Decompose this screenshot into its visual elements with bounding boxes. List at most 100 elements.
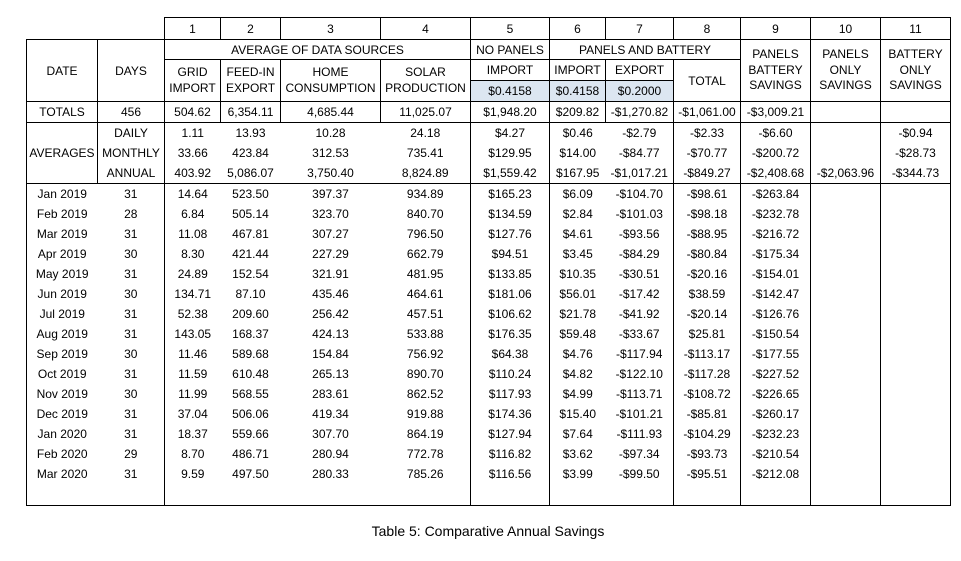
month-value: 890.70 bbox=[380, 364, 471, 384]
empty-cell bbox=[880, 464, 951, 484]
empty-cell bbox=[810, 143, 881, 163]
totals-value: $1,948.20 bbox=[470, 101, 550, 123]
empty-cell bbox=[810, 244, 881, 264]
month-value: -$263.84 bbox=[740, 183, 811, 204]
month-value: 11.99 bbox=[178, 387, 208, 401]
month-value: -$177.55 bbox=[740, 344, 811, 364]
month-row: Aug 2019 31 143.05 168.37 424.13 533.88 $176.3… bbox=[26, 324, 951, 344]
month-value: $181.06 bbox=[470, 284, 550, 304]
averages-value: -$1,017.21 bbox=[605, 163, 674, 184]
column-number: 4 bbox=[380, 17, 471, 40]
empty-cell bbox=[880, 344, 951, 364]
month-row: May 2019 31 24.89 152.54 321.91 481.95 $133.85… bbox=[26, 264, 951, 284]
subheader-row: GRID IMPORT FEED-IN EXPORT HOME CONSUMPT… bbox=[27, 59, 951, 102]
empty-cell bbox=[880, 324, 951, 344]
month-value: 52.38 bbox=[177, 307, 208, 321]
month-value: $116.56 bbox=[470, 464, 550, 484]
column-number: 6 bbox=[549, 17, 606, 40]
month-value: -$17.42 bbox=[605, 284, 674, 304]
month-value: $116.82 bbox=[470, 444, 550, 464]
averages-row: AVERAGES DAILY 1.11 13.93 10.28 24.18 $4.27 $0.… bbox=[26, 122, 951, 184]
month-value: 467.81 bbox=[232, 227, 269, 241]
empty-cell bbox=[880, 424, 951, 444]
month-value: $4.61 bbox=[562, 227, 593, 241]
month-value: $3.99 bbox=[562, 467, 593, 481]
month-days: 30 bbox=[97, 384, 165, 404]
averages-value: 8,824.89 bbox=[380, 163, 471, 184]
header-total: TOTAL bbox=[673, 59, 741, 102]
month-value: $117.93 bbox=[470, 384, 550, 404]
month-date: Feb 2020 bbox=[26, 444, 98, 464]
empty-cell bbox=[740, 484, 811, 506]
month-value: $56.01 bbox=[559, 287, 597, 301]
month-value: -$104.70 bbox=[605, 183, 674, 204]
month-value: 256.42 bbox=[312, 307, 349, 321]
month-value: 559.66 bbox=[232, 427, 269, 441]
month-value: 864.19 bbox=[380, 424, 471, 444]
empty-cell bbox=[880, 404, 951, 424]
month-value: $3.62 bbox=[562, 447, 593, 461]
month-value: -$95.51 bbox=[673, 464, 741, 484]
month-value: 321.91 bbox=[312, 267, 349, 281]
month-days: 30 bbox=[97, 344, 165, 364]
totals-value: 11,025.07 bbox=[380, 101, 471, 123]
month-value: 756.92 bbox=[380, 344, 471, 364]
month-row: Apr 2019 30 8.30 421.44 227.29 662.79 $94.51 $3… bbox=[26, 244, 951, 264]
month-days: 31 bbox=[97, 264, 165, 284]
month-value: 772.78 bbox=[380, 444, 471, 464]
empty-cell bbox=[880, 364, 951, 384]
month-days: 31 bbox=[97, 324, 165, 344]
averages-value: 423.84 bbox=[232, 146, 269, 160]
month-value: -$260.17 bbox=[740, 404, 811, 424]
month-value: 8.70 bbox=[181, 447, 205, 461]
month-date: Oct 2019 bbox=[26, 364, 98, 384]
empty-cell bbox=[810, 284, 881, 304]
month-days: 31 bbox=[97, 183, 165, 204]
averages-row: ANNUAL 403.92 5,086.07 3,750.40 8,824.89 $1,5… bbox=[27, 163, 951, 184]
month-value: $127.76 bbox=[470, 224, 550, 244]
month-value: -$93.56 bbox=[605, 224, 674, 244]
table-caption: Table 5: Comparative Annual Savings bbox=[371, 523, 605, 539]
month-row: Oct 2019 31 11.59 610.48 265.13 890.70 $110.24… bbox=[26, 364, 951, 384]
month-value: 307.70 bbox=[312, 427, 349, 441]
group-header-row: DATE DAYS AVERAGE OF DATA SOURCES NO PAN… bbox=[26, 39, 951, 102]
empty-cell bbox=[810, 364, 881, 384]
month-value: -$80.84 bbox=[673, 244, 741, 264]
empty-cell bbox=[220, 484, 281, 506]
month-value: 14.64 bbox=[177, 187, 208, 201]
month-value: $4.82 bbox=[562, 367, 593, 381]
averages-value: 3,750.40 bbox=[280, 163, 381, 184]
month-days: 31 bbox=[97, 304, 165, 324]
month-value: 589.68 bbox=[232, 347, 269, 361]
month-value: 610.48 bbox=[232, 367, 269, 381]
header-panels-only-savings: PANELS ONLY SAVINGS bbox=[810, 39, 881, 102]
month-value: $7.64 bbox=[562, 427, 593, 441]
column-number: 11 bbox=[880, 17, 951, 40]
averages-value: -$84.77 bbox=[605, 143, 674, 163]
column-number: 9 bbox=[740, 17, 811, 40]
header-export-panels-battery: EXPORT bbox=[605, 59, 674, 81]
month-value: 397.37 bbox=[312, 187, 349, 201]
month-value: 280.94 bbox=[312, 447, 349, 461]
averages-value: -$70.77 bbox=[673, 143, 741, 163]
totals-value: 504.62 bbox=[164, 101, 221, 123]
month-value: -$126.76 bbox=[740, 304, 811, 324]
averages-value: $14.00 bbox=[559, 146, 597, 160]
month-value: 486.71 bbox=[232, 447, 269, 461]
month-value: 497.50 bbox=[232, 467, 269, 481]
month-value: -$210.54 bbox=[740, 444, 811, 464]
document-page: 1 2 3 4 5 6 7 8 9 10 11 DATE DAYS AVERAG… bbox=[26, 17, 951, 539]
month-value: -$101.03 bbox=[605, 204, 674, 224]
averages-period: DAILY bbox=[97, 122, 165, 143]
month-row: Sep 2019 30 11.46 589.68 154.84 756.92 $64.38 $… bbox=[26, 344, 951, 364]
month-days: 31 bbox=[97, 364, 165, 384]
month-date: Aug 2019 bbox=[26, 324, 98, 344]
month-value: 506.06 bbox=[232, 407, 269, 421]
empty-cell bbox=[810, 264, 881, 284]
month-value: $165.23 bbox=[470, 183, 550, 204]
column-number: 7 bbox=[605, 17, 674, 40]
month-value: 265.13 bbox=[312, 367, 349, 381]
month-value: 283.61 bbox=[312, 387, 349, 401]
month-value: $15.40 bbox=[559, 407, 597, 421]
month-value: -$98.61 bbox=[673, 183, 741, 204]
